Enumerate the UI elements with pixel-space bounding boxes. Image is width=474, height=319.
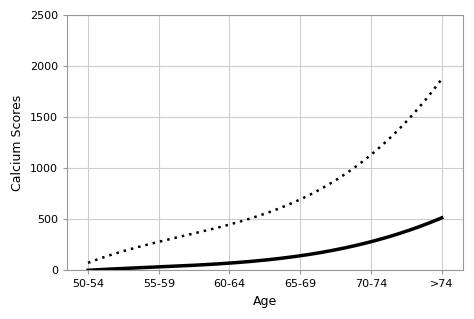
X-axis label: Age: Age — [253, 295, 277, 308]
Y-axis label: Calcium Scores: Calcium Scores — [11, 94, 24, 191]
